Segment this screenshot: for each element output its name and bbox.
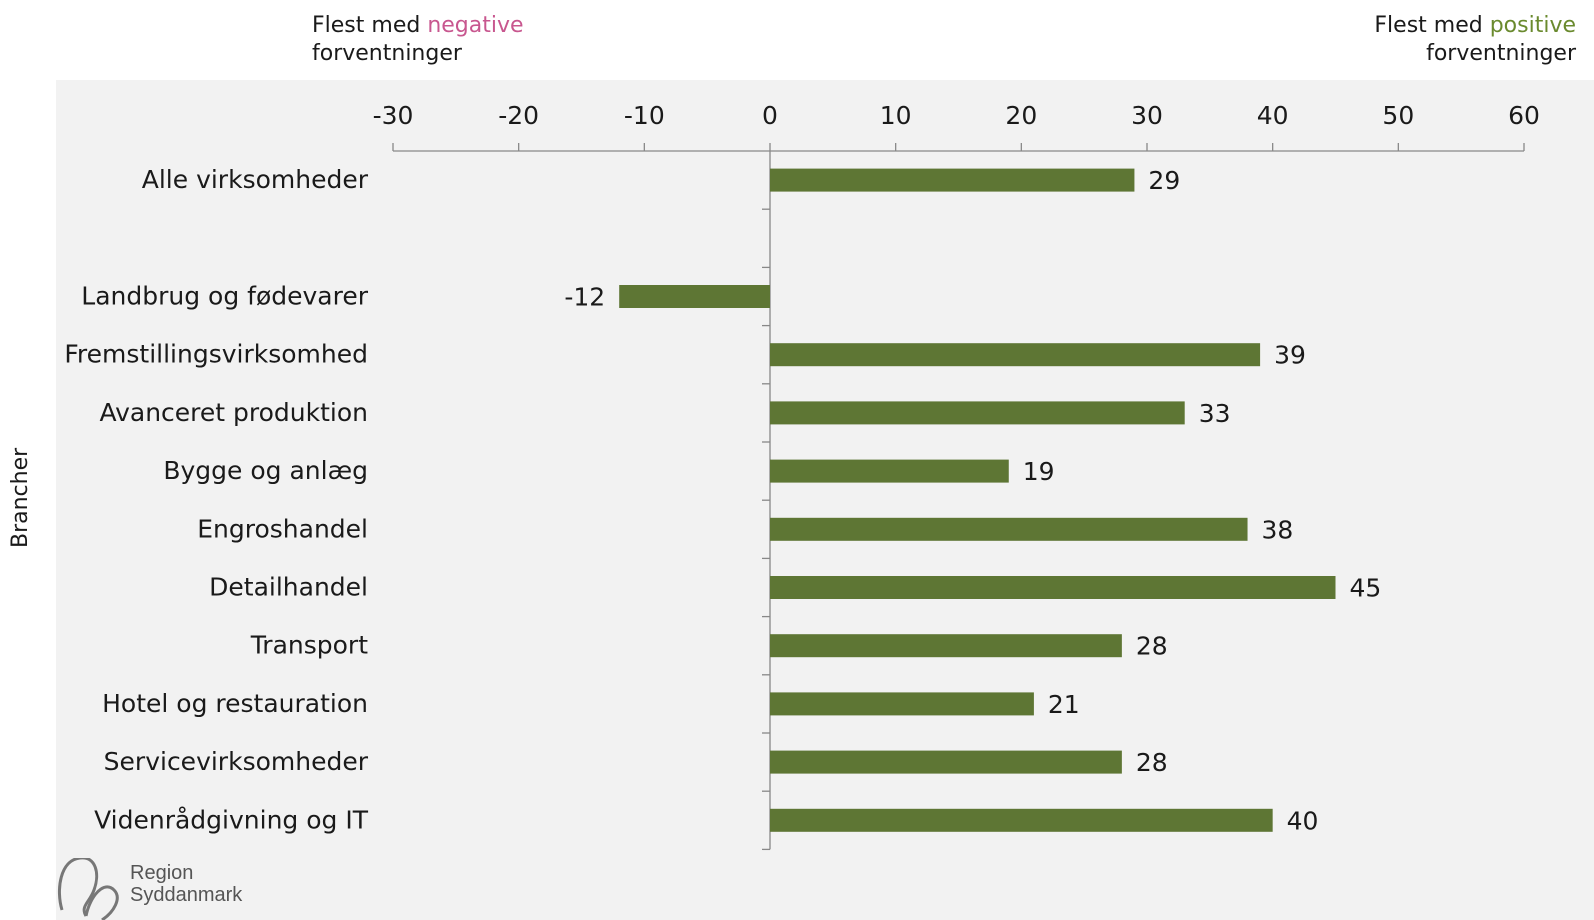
- bar: [770, 692, 1034, 716]
- category-label: Fremstillingsvirksomhed: [64, 340, 368, 369]
- bar: [770, 168, 1135, 192]
- x-tick-label: 0: [762, 101, 778, 130]
- category-label: Alle virksomheder: [142, 165, 369, 194]
- bar: [770, 459, 1009, 483]
- logo-line-1: Region: [130, 862, 194, 884]
- x-tick-label: 50: [1382, 101, 1414, 130]
- category-label: Videnrådgivning og IT: [94, 805, 369, 834]
- data-label: 45: [1350, 574, 1382, 603]
- negative-word: negative: [427, 13, 524, 38]
- x-tick-label: 60: [1508, 101, 1540, 130]
- negative-note-prefix: Flest med: [312, 13, 428, 38]
- x-tick-label: 40: [1257, 101, 1289, 130]
- logo-mark-icon: [58, 858, 119, 920]
- plot-area: [56, 80, 1594, 920]
- data-label: 39: [1274, 341, 1306, 370]
- data-label: 29: [1148, 166, 1180, 195]
- bar: [770, 808, 1273, 832]
- data-label: 28: [1136, 748, 1168, 777]
- bar: [770, 634, 1122, 658]
- bar: [770, 576, 1336, 599]
- bar: [619, 285, 770, 308]
- x-tick-label: -10: [624, 101, 665, 130]
- positive-expectations-note: Flest med positive forventninger: [1374, 12, 1576, 68]
- category-label: Detailhandel: [209, 573, 368, 602]
- data-label: 19: [1023, 457, 1055, 486]
- x-tick-label: -30: [373, 101, 414, 130]
- category-label: Transport: [250, 631, 369, 660]
- logo-line-2: Syddanmark: [130, 884, 243, 906]
- category-label: Bygge og anlæg: [163, 456, 368, 485]
- category-label: Hotel og restauration: [102, 689, 368, 718]
- data-label: 38: [1262, 515, 1294, 544]
- category-label: Avanceret produktion: [99, 398, 368, 427]
- positive-word: positive: [1489, 13, 1576, 38]
- region-syddanmark-logo: Region Syddanmark: [56, 858, 256, 920]
- category-label: Servicevirksomheder: [104, 747, 369, 776]
- category-label: Engroshandel: [197, 514, 368, 543]
- x-tick-label: 10: [880, 101, 912, 130]
- category-label: Landbrug og fødevarer: [81, 282, 368, 311]
- positive-note-suffix: forventninger: [1426, 41, 1576, 66]
- x-tick-label: 30: [1131, 101, 1163, 130]
- x-tick-label: -20: [498, 101, 539, 130]
- negative-expectations-note: Flest med negative forventninger: [312, 12, 524, 68]
- bar: [770, 750, 1122, 774]
- bar: [770, 343, 1261, 367]
- bar: [770, 401, 1185, 425]
- positive-note-prefix: Flest med: [1374, 13, 1490, 38]
- data-label: 28: [1136, 632, 1168, 661]
- bar: [770, 517, 1248, 541]
- data-label: 21: [1048, 690, 1080, 719]
- negative-note-suffix: forventninger: [312, 41, 462, 66]
- data-label: 40: [1287, 806, 1319, 835]
- data-label: -12: [564, 283, 605, 312]
- x-tick-label: 20: [1005, 101, 1037, 130]
- data-label: 33: [1199, 399, 1231, 428]
